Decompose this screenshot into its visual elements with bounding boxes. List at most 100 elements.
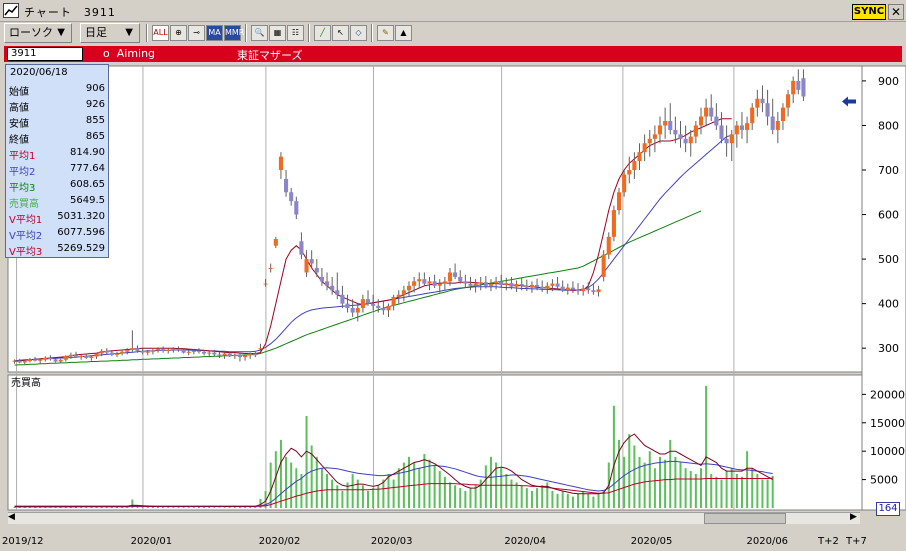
candle: [278, 156, 283, 170]
zoom-icon[interactable]: 🔍: [251, 25, 268, 41]
toolbar-separator: [146, 24, 148, 42]
current-price-arrow-icon: [842, 96, 856, 107]
data-key: 高値: [9, 103, 29, 114]
x-axis-label: 2020/05: [630, 536, 673, 547]
candle: [606, 236, 611, 255]
candle: [48, 357, 53, 360]
candle: [176, 349, 181, 351]
candle: [760, 98, 765, 104]
candle: [243, 355, 248, 358]
data-key: 平均3: [9, 183, 36, 194]
candle: [632, 161, 637, 170]
candle: [345, 303, 350, 309]
x-axis-label: T+7: [846, 536, 867, 547]
price-tick-label: 500: [878, 253, 899, 266]
candle: [330, 285, 335, 291]
volume-tick-label: 10000: [870, 445, 905, 458]
data-row: V平均1 5031.320: [9, 211, 107, 227]
candle: [432, 281, 437, 286]
fibonacci-icon[interactable]: ☷: [287, 25, 304, 41]
x-axis-label: T+2: [818, 536, 839, 547]
data-value: 6077.596: [57, 227, 105, 238]
candle: [447, 272, 453, 282]
data-row: 売買高 5649.5: [9, 195, 107, 211]
candle: [145, 351, 150, 353]
candle: [268, 268, 273, 269]
candle: [678, 134, 683, 139]
candle: [289, 192, 294, 202]
candle: [442, 281, 447, 284]
horizontal-scrollbar[interactable]: ◀ ▶: [8, 512, 860, 524]
candle: [386, 305, 391, 311]
candle: [581, 288, 586, 292]
moving-average-icon[interactable]: MA: [206, 25, 223, 41]
data-key: 平均2: [9, 167, 36, 178]
candle: [504, 283, 509, 285]
data-row: 始値 906: [9, 83, 107, 99]
candle: [401, 290, 406, 295]
x-axis-label: 2019/12: [2, 536, 44, 547]
candle: [540, 286, 545, 289]
annotate-icon[interactable]: ▲: [395, 25, 412, 41]
candle: [17, 360, 22, 363]
grid-icon[interactable]: ▦: [269, 25, 286, 41]
bar-count-box[interactable]: 164: [876, 502, 900, 516]
candle: [294, 201, 299, 215]
cursor-icon[interactable]: ↖: [332, 25, 349, 41]
price-pane[interactable]: [7, 65, 863, 373]
candle: [780, 107, 785, 121]
data-value: 777.64: [70, 163, 105, 174]
candle: [458, 276, 463, 282]
candle: [22, 361, 27, 363]
sync-button[interactable]: SYNC: [852, 4, 886, 20]
candle: [514, 284, 519, 287]
candle: [483, 282, 488, 286]
candle: [324, 281, 330, 286]
candle: [273, 239, 278, 246]
candle: [84, 355, 89, 358]
scroll-right-icon[interactable]: ▶: [850, 512, 857, 522]
candle: [258, 348, 263, 350]
data-value: 814.90: [70, 147, 105, 158]
candle: [652, 134, 657, 139]
candle: [463, 281, 468, 284]
candle: [488, 283, 494, 286]
candle: [155, 349, 161, 351]
x-axis-label: 2020/03: [370, 536, 413, 547]
mmr-icon[interactable]: MMR: [224, 25, 244, 41]
period-dropdown[interactable]: 日足 ▼: [80, 23, 140, 43]
price-chart[interactable]: 900 800 700 600 500 400 300 20000 15000 10000 5000…: [0, 62, 906, 536]
candle: [365, 299, 371, 304]
candle: [186, 351, 191, 353]
candle: [417, 279, 422, 282]
eraser-icon[interactable]: ◇: [350, 25, 367, 41]
candle: [104, 350, 109, 353]
data-value: 608.65: [70, 179, 105, 190]
trendline-icon[interactable]: ╱: [314, 25, 331, 41]
settings-icon[interactable]: ✎: [377, 25, 394, 41]
candle: [437, 283, 442, 286]
ohlc-icon[interactable]: ⊸: [188, 25, 205, 41]
candle: [33, 359, 38, 361]
close-icon[interactable]: ✕: [888, 4, 904, 20]
volume-ma1-line: [14, 433, 773, 507]
candle: [422, 279, 427, 284]
scroll-left-icon[interactable]: ◀: [8, 512, 15, 522]
data-key: V平均3: [9, 247, 43, 258]
candle: [729, 134, 734, 144]
candle: [637, 152, 642, 162]
candle: [627, 170, 632, 175]
scrollbar-thumb[interactable]: [704, 513, 786, 524]
all-range-icon[interactable]: ALL: [152, 25, 169, 41]
chart-type-dropdown[interactable]: ローソク ▼: [4, 23, 72, 43]
stock-code-input[interactable]: 3911: [7, 47, 83, 61]
candle: [560, 286, 565, 291]
price-tick-label: 800: [878, 119, 899, 132]
data-key: 終値: [9, 135, 29, 146]
candle: [535, 284, 540, 287]
candle: [166, 349, 171, 351]
candle: [775, 121, 780, 130]
candle-icon[interactable]: ⊕: [170, 25, 187, 41]
stock-name-text: Aiming: [116, 47, 156, 60]
candle: [611, 210, 616, 237]
